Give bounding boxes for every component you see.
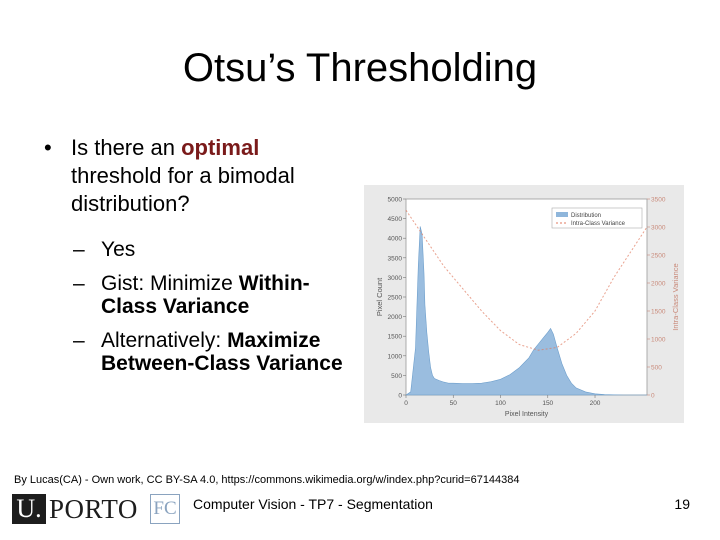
bullet-text-prefix: Is there an xyxy=(71,135,182,160)
bullet-text-emphasis: optimal xyxy=(181,135,260,160)
sub-bullet-text: Within-Class Variance xyxy=(101,272,310,318)
histogram-chart: 0500100015002000250030003500400045005000… xyxy=(375,197,680,419)
university-logo-text: PORTO xyxy=(49,494,138,524)
y-tick-label: 3500 xyxy=(388,255,403,262)
page-number: 19 xyxy=(674,496,690,512)
y2-tick-label: 1000 xyxy=(651,337,666,344)
image-credit: By Lucas(CA) - Own work, CC BY-SA 4.0, h… xyxy=(14,474,520,486)
y-tick-label: 1000 xyxy=(388,353,403,360)
sub-bullet-dash: – xyxy=(73,329,85,352)
sub-bullet: – Gist: Minimize Within-Class Variance xyxy=(73,272,343,318)
x-tick-label: 50 xyxy=(450,400,458,407)
sub-bullet-text: Yes xyxy=(101,238,136,261)
y2-tick-label: 2500 xyxy=(651,253,666,260)
histogram-figure: 0 500 1000 1500 2000 2500 3000 3500 4000 4500 5000… xyxy=(364,185,684,423)
legend-label-variance: Intra-Class Variance xyxy=(571,221,626,227)
faculty-logo: FC xyxy=(150,494,180,524)
legend-box xyxy=(551,207,643,229)
y-axis-label: Pixel Count xyxy=(375,277,384,316)
y-tick-label: 5000 xyxy=(388,197,403,204)
x-axis-label: Pixel Intensity xyxy=(505,411,549,418)
y-tick-label: 2500 xyxy=(388,295,403,302)
y-tick-label: 4000 xyxy=(388,236,403,243)
y2-axis-label: Intra-Class Variance xyxy=(671,263,680,330)
x-tick-label: 200 xyxy=(590,400,601,407)
y-tick-label: 1500 xyxy=(388,334,403,341)
distribution-area xyxy=(405,226,647,396)
legend-label-distribution: Distribution xyxy=(571,213,601,219)
bullet-text-suffix: threshold for a bimodal distribution? xyxy=(71,163,295,216)
slide-title: Otsu’s Thresholding xyxy=(182,46,538,90)
y2-tick-label: 500 xyxy=(651,365,662,372)
y-tick-label: 4500 xyxy=(388,216,403,223)
y-tick-label: 2000 xyxy=(388,314,403,321)
bullet-text: Is there an optimal threshold for a bimo… xyxy=(71,134,344,218)
y-tick-label: 500 xyxy=(391,373,402,380)
footer-course: Computer Vision - TP7 - Segmentation xyxy=(193,496,433,512)
sub-bullet: – Yes xyxy=(73,238,343,261)
x-tick-label: 0 xyxy=(404,400,408,407)
variance-line xyxy=(405,209,648,351)
y2-tick-label: 3000 xyxy=(651,225,666,232)
sub-bullet: – Alternatively: Maximize Between-Class V… xyxy=(73,329,343,375)
x-tick-label: 150 xyxy=(542,400,553,407)
university-logo-mark: U. xyxy=(12,494,46,524)
y2-tick-label: 0 xyxy=(651,393,655,400)
x-tick-label: 100 xyxy=(495,400,506,407)
sub-bullet-text: Gist: Minimize xyxy=(101,272,239,295)
y2-tick-label: 3500 xyxy=(651,197,666,204)
sub-bullet-dash: – xyxy=(73,272,85,295)
sub-bullet-list: – Yes – Gist: Minimize Within-Class Varianc… xyxy=(73,238,343,386)
sub-bullet-text: Alternatively: xyxy=(101,329,228,352)
legend-swatch-distribution xyxy=(556,212,568,217)
y2-tick-label: 2000 xyxy=(651,281,666,288)
y-tick-label: 0 xyxy=(398,393,402,400)
y-tick-label: 3000 xyxy=(388,275,403,282)
sub-bullet-text: Maximize Between-Class Variance xyxy=(101,329,343,375)
main-bullet: • Is there an optimal threshold for a bi… xyxy=(44,134,344,218)
sub-bullet-dash: – xyxy=(73,238,85,261)
bullet-marker: • xyxy=(44,135,52,160)
y2-tick-label: 1500 xyxy=(651,309,666,316)
